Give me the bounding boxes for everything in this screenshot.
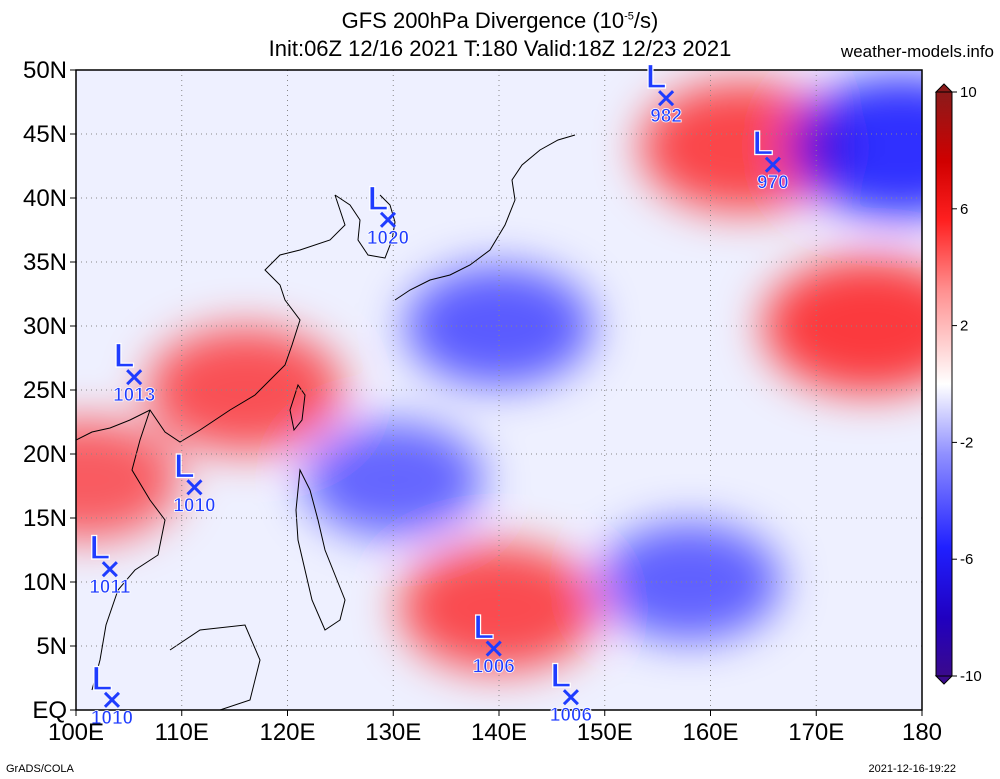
lat-tick-label: 35N: [23, 249, 67, 276]
lon-tick-label: 180: [902, 719, 942, 746]
gridlines: [76, 70, 922, 710]
pressure-low: L 982: [645, 58, 682, 128]
lon-tick-label: 150E: [577, 719, 633, 746]
divergence-region-neg: [405, 266, 593, 386]
low-center-mark: [764, 156, 781, 173]
low-L-label: L: [473, 609, 494, 647]
lat-tick-label: 5N: [36, 633, 67, 660]
low-L-label: L: [89, 529, 110, 567]
coastline-taiwan: [289, 383, 306, 432]
coastline-philippines: [295, 468, 346, 631]
low-L-label: L: [92, 660, 113, 698]
low-pressure-value: 1010: [91, 708, 133, 729]
map-title: GFS 200hPa Divergence (10-5/s): [341, 8, 659, 33]
low-pressure-value: 1010: [173, 495, 215, 516]
pressure-low: L 1010: [173, 447, 216, 517]
low-center-mark: [101, 561, 118, 578]
colorbar-tick-label: -6: [960, 551, 973, 568]
timestamp-label: 2021-12-16-19:22: [868, 763, 956, 775]
pressure-low: L 1020: [366, 179, 409, 249]
coastline-korea: [334, 194, 396, 259]
pressure-low: L 970: [752, 124, 789, 194]
lat-tick-label: 10N: [23, 569, 67, 596]
coastline-borneo: [169, 624, 261, 710]
lat-tick-label: 25N: [23, 377, 67, 404]
credit-grads: GrADS/COLA: [6, 763, 74, 775]
longitude-axis: 100E 110E 120E 130E 140E 150E 160E 170E 180: [48, 710, 942, 746]
low-L-label: L: [753, 125, 774, 163]
low-L-label: L: [174, 447, 195, 485]
divergence-region-neg: [790, 76, 922, 217]
lon-tick-label: 170E: [788, 719, 844, 746]
low-pressure-value: 1006: [473, 657, 515, 678]
pressure-low: L 1013: [113, 337, 156, 407]
lon-tick-label: 140E: [471, 719, 527, 746]
low-center-mark: [379, 211, 397, 228]
lon-tick-label: 100E: [48, 719, 104, 746]
divergence-region-pos: [763, 258, 922, 394]
pressure-low: L 1006: [472, 608, 515, 678]
low-pressure-value: 1006: [550, 705, 592, 726]
site-label: weather-models.info: [840, 42, 994, 61]
coastlines: [76, 134, 576, 710]
low-center-mark: [103, 691, 121, 708]
low-center-mark: [126, 369, 143, 386]
colorbar: 10 6 2 -2 -6 -10: [934, 83, 982, 685]
low-pressure-value: 1011: [89, 577, 131, 598]
divergence-region-pos: [640, 81, 845, 212]
lat-tick-label: 20N: [23, 441, 67, 468]
lat-tick-label: 30N: [23, 313, 67, 340]
low-center-mark: [562, 689, 579, 706]
low-L-label: L: [114, 337, 135, 375]
colorbar-tick-label: 10: [960, 84, 977, 101]
low-pressure-value: 1020: [367, 228, 409, 249]
low-L-label: L: [551, 657, 572, 695]
divergence-region-neg: [597, 523, 782, 641]
lat-tick-label: 45N: [23, 121, 67, 148]
divergence-region-pos: [76, 419, 181, 540]
low-L-label: L: [368, 180, 389, 218]
colorbar-gradient: [935, 91, 953, 677]
low-L-label: L: [646, 58, 667, 96]
coastline-indochina: [91, 409, 166, 691]
lon-tick-label: 110E: [155, 719, 209, 746]
lat-tick-label: 15N: [23, 505, 67, 532]
divergence-region-pos: [147, 327, 344, 453]
lat-tick-label: EQ: [32, 697, 67, 724]
lat-tick-label: 40N: [23, 185, 67, 212]
low-pressure-value: 982: [650, 106, 682, 127]
map-subtitle: Init:06Z 12/16 2021 T:180 Valid:18Z 12/2…: [268, 36, 732, 61]
colorbar-tick-label: -2: [960, 434, 973, 451]
colorbar-tick-label: 2: [960, 318, 968, 335]
low-center-mark: [658, 90, 675, 107]
pressure-low: L 1010: [90, 659, 133, 729]
pressure-lows: L 982 L 970 L 1020 L 1013 L 1010 L 1011 L 1006 L 1006 L 1…: [89, 58, 789, 730]
pressure-low: L 1006: [549, 657, 592, 727]
colorbar-top-tip: [934, 83, 954, 93]
colorbar-tick-label: -10: [960, 668, 982, 685]
lon-tick-label: 120E: [259, 719, 315, 746]
low-pressure-value: 970: [757, 173, 789, 194]
coastline-china: [76, 194, 346, 443]
lon-tick-label: 130E: [365, 719, 421, 746]
map-frame: [75, 69, 923, 711]
pressure-low: L 1011: [89, 529, 131, 599]
divergence-field: [76, 70, 922, 710]
low-pressure-value: 1013: [113, 385, 155, 406]
lon-tick-label: 160E: [682, 719, 738, 746]
low-center-mark: [186, 479, 203, 496]
divergence-region-neg: [303, 422, 484, 538]
coastline-japan: [394, 134, 576, 301]
divergence-region-pos: [399, 543, 599, 672]
colorbar-bottom-tip: [934, 675, 954, 685]
low-center-mark: [485, 640, 502, 657]
colorbar-tick-label: 6: [960, 201, 968, 218]
